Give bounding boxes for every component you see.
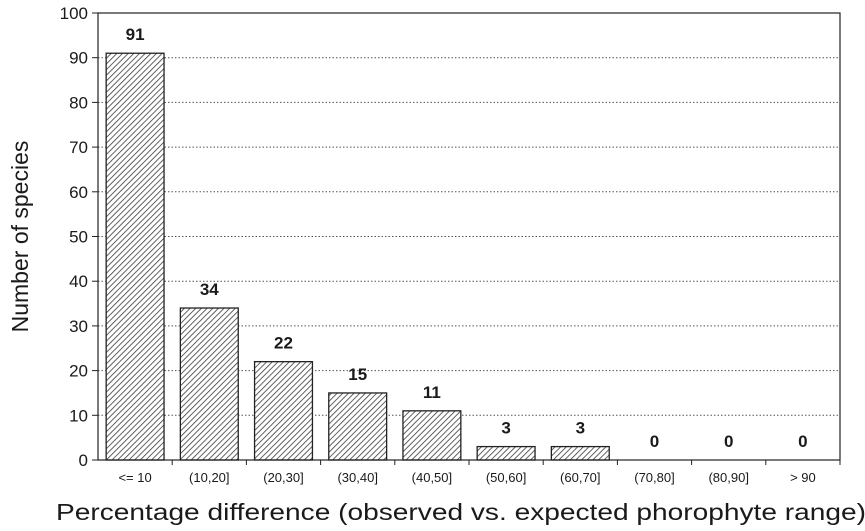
x-tick-label: (20,30] bbox=[263, 470, 303, 485]
x-axis-ticks: <= 10 (10,20] (20,30] (30,40] (40,50] (50,60]… bbox=[118, 460, 841, 485]
bar bbox=[253, 361, 314, 461]
x-tick-label: (80,90] bbox=[708, 470, 748, 485]
x-tick-label: (60,70] bbox=[560, 470, 600, 485]
x-tick-label: (50,60] bbox=[486, 470, 526, 485]
y-tick-label: 40 bbox=[69, 272, 88, 291]
bars bbox=[105, 52, 610, 461]
data-label: 3 bbox=[576, 419, 585, 438]
y-tick-label: 90 bbox=[69, 49, 88, 68]
y-tick-label: 60 bbox=[69, 183, 88, 202]
x-tick-label: (40,50] bbox=[412, 470, 452, 485]
data-labels: 91 34 22 15 11 3 3 0 0 0 bbox=[126, 25, 808, 451]
x-tick-label: (30,40] bbox=[337, 470, 377, 485]
y-axis-ticks: 0 10 20 30 40 50 60 70 80 90 100 bbox=[60, 4, 98, 470]
bar bbox=[105, 52, 165, 461]
y-tick-label: 30 bbox=[69, 317, 88, 336]
y-tick-label: 50 bbox=[69, 228, 88, 247]
data-label: 0 bbox=[650, 432, 659, 451]
y-tick-label: 10 bbox=[69, 406, 88, 425]
data-label: 34 bbox=[200, 280, 219, 299]
data-label: 15 bbox=[348, 365, 367, 384]
y-tick-label: 70 bbox=[69, 138, 88, 157]
y-tick-label: 20 bbox=[69, 362, 88, 381]
bar bbox=[476, 445, 536, 461]
bar bbox=[328, 392, 388, 461]
y-tick-label: 80 bbox=[69, 93, 88, 112]
x-tick-label: > 90 bbox=[790, 470, 816, 485]
bar bbox=[550, 445, 610, 461]
data-label: 91 bbox=[126, 25, 145, 44]
x-tick-label: (70,80] bbox=[634, 470, 674, 485]
data-label: 0 bbox=[798, 432, 807, 451]
data-label: 11 bbox=[423, 383, 441, 402]
x-tick-label: (10,20] bbox=[189, 470, 229, 485]
data-label: 22 bbox=[274, 334, 293, 353]
y-axis-title: Number of species bbox=[7, 141, 33, 333]
data-label: 0 bbox=[724, 432, 733, 451]
y-tick-label: 100 bbox=[60, 4, 88, 23]
bar bbox=[402, 410, 462, 461]
data-label: 3 bbox=[501, 419, 510, 438]
x-axis-title: Percentage difference (observed vs. expe… bbox=[56, 499, 865, 525]
bar bbox=[179, 307, 239, 461]
y-tick-label: 0 bbox=[79, 451, 88, 470]
x-tick-label: <= 10 bbox=[118, 470, 151, 485]
